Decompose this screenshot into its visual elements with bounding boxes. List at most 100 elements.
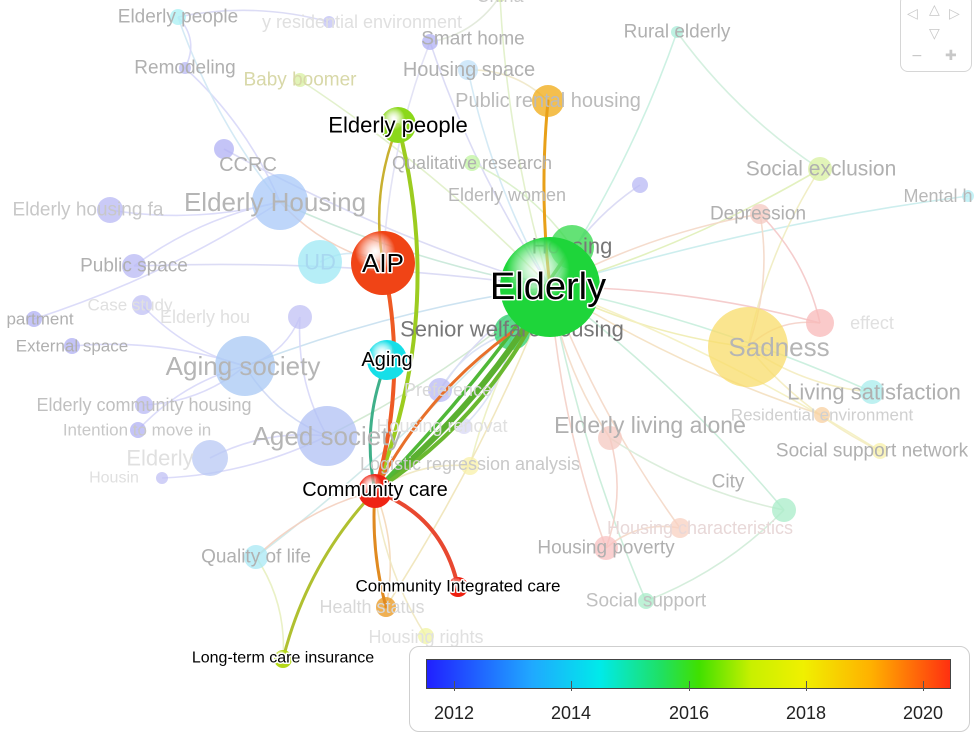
label-public-space: Public space [80,256,188,277]
label-apartment: partment [6,310,73,329]
pan-down-icon[interactable]: ▽ [929,26,940,42]
node-elderly-women[interactable] [632,177,648,193]
node-neighborhood-effect[interactable] [806,309,834,337]
label-social-support-network: Social support network [776,441,969,462]
label-housing-renovation: Housing renovat [376,416,507,436]
edge-community-care-long-term-care-insurance [281,489,377,661]
label-aip: AIP [362,248,404,278]
label-residential-environment: Residential environment [731,406,914,425]
label-living-satisfaction: Living satisfaction [787,380,961,405]
label-housing-poverty: Housing poverty [537,538,675,559]
edge-elderly-housing-apartment [33,201,281,320]
label-social-support: Social support [586,591,707,612]
year-color-legend: 2012 2014 2016 2018 2020 [409,646,970,732]
label-housing-rights: Housing rights [368,627,483,647]
node-case-study[interactable] [132,295,152,315]
node-aging[interactable] [367,340,407,380]
node-quality-of-life[interactable] [244,545,268,569]
edge-elderly-residential-environment-elderly-people-top [177,9,330,23]
label-sadness: Sadness [728,332,829,362]
node-housing-left[interactable] [156,472,168,484]
navigation-control[interactable]: △ ◁ ▷ ▽ − ✚ [900,0,972,72]
node-depression[interactable] [750,204,770,224]
node-elderly-mixed[interactable] [192,440,228,476]
node-elderly-residential-environment[interactable] [323,16,335,28]
node-housing-rights[interactable] [418,628,434,644]
node-external-space[interactable] [64,338,80,354]
label-quality-of-life: Quality of life [201,547,311,568]
label-elderly-housing-facility: Elderly housing fa [12,200,163,221]
node-social-support[interactable] [638,593,654,609]
zoom-out-icon[interactable]: − [911,48,923,64]
edge-community-care-housing-rights [374,490,427,637]
highlighted-labels: Elderly AIP Elderly people Aging Community c… [190,111,607,668]
node-rural-elderly[interactable] [671,26,683,38]
node-preference[interactable] [428,378,452,402]
node-elderly-living-alone[interactable] [598,426,622,450]
label-community-integrated-care: Community Integrated care [355,577,560,596]
node-mental-health[interactable] [962,190,974,202]
legend-label-2014: 2014 [550,703,592,723]
node-residential-environment[interactable] [814,407,830,423]
label-aged-society: Aged society [253,421,402,451]
label-elderly-hou: Elderly hou [160,307,250,327]
node-intention-to-move-in[interactable] [130,422,146,438]
node-china[interactable] [494,0,506,2]
node-housing-poverty[interactable] [594,536,618,560]
pan-left-icon[interactable]: ◁ [907,6,918,22]
label-ud: UD [304,250,336,275]
node-elderly-people-top[interactable] [170,9,186,25]
node-aging-society[interactable] [215,336,275,396]
label-intention-to-move-in: Intention to move in [63,421,211,440]
node-housing-space[interactable] [458,60,478,80]
node-elderly-housing-facility[interactable] [97,197,123,223]
highlighted-nodes [274,107,600,668]
node-city[interactable] [772,498,796,522]
node-apartment[interactable] [26,311,42,327]
node-elderly-hou[interactable] [288,305,312,329]
label-public-rental-housing: Public rental housing [455,90,641,112]
faded-labels: Health status Public rental housing Housin… [6,0,972,647]
node-logistic-regression-analysis[interactable] [461,457,479,475]
label-community-care: Community care [302,479,448,501]
label-social-exclusion: Social exclusion [746,158,897,181]
label-baby-boomer: Baby boomer [243,70,357,91]
edge-elderly-public-space [133,263,551,288]
edge-china-smart-home [429,0,499,43]
node-housing-characteristics[interactable] [670,518,690,538]
edge-rural-elderly-social-exclusion [676,31,821,170]
label-neighborhood-effect: effect [850,313,894,333]
node-smart-home[interactable] [422,34,438,50]
node-elderly-housing[interactable] [252,174,308,230]
node-aip[interactable] [351,231,415,295]
node-aged-society[interactable] [297,406,357,466]
node-qualitative-research[interactable] [464,155,480,171]
node-sadness[interactable] [708,307,788,387]
node-ccrc[interactable] [214,139,234,159]
label-health-status: Health status [319,597,424,617]
label-aging: Aging [361,349,412,371]
node-remodeling[interactable] [179,62,191,74]
label-elderly-women: Elderly women [448,185,566,205]
node-elderly[interactable] [500,237,600,337]
pan-right-icon[interactable]: ▷ [949,6,960,22]
edge-long-term-care-insurance-quality-of-life [255,556,285,660]
node-community-care[interactable] [358,474,392,508]
pan-up-icon[interactable]: △ [929,2,940,18]
node-community-integrated-care[interactable] [448,577,468,597]
label-elderly-living-alone: Elderly living alone [554,412,746,438]
node-living-satisfaction[interactable] [860,380,884,404]
label-senior-welfare-housing: Senior welfare housing [400,317,624,342]
node-baby-boomer[interactable] [293,73,307,87]
node-long-term-care-insurance[interactable] [274,650,292,668]
node-social-support-network[interactable] [872,443,888,459]
node-elderly-community-housing[interactable] [135,396,153,414]
node-social-exclusion[interactable] [808,157,832,181]
zoom-in-icon[interactable]: ✚ [945,48,957,64]
node-public-space[interactable] [122,254,146,278]
node-elderly-people[interactable] [380,107,416,143]
label-elderly: Elderly [490,266,606,308]
node-ud[interactable] [298,240,342,284]
legend-label-2020: 2020 [902,703,944,723]
